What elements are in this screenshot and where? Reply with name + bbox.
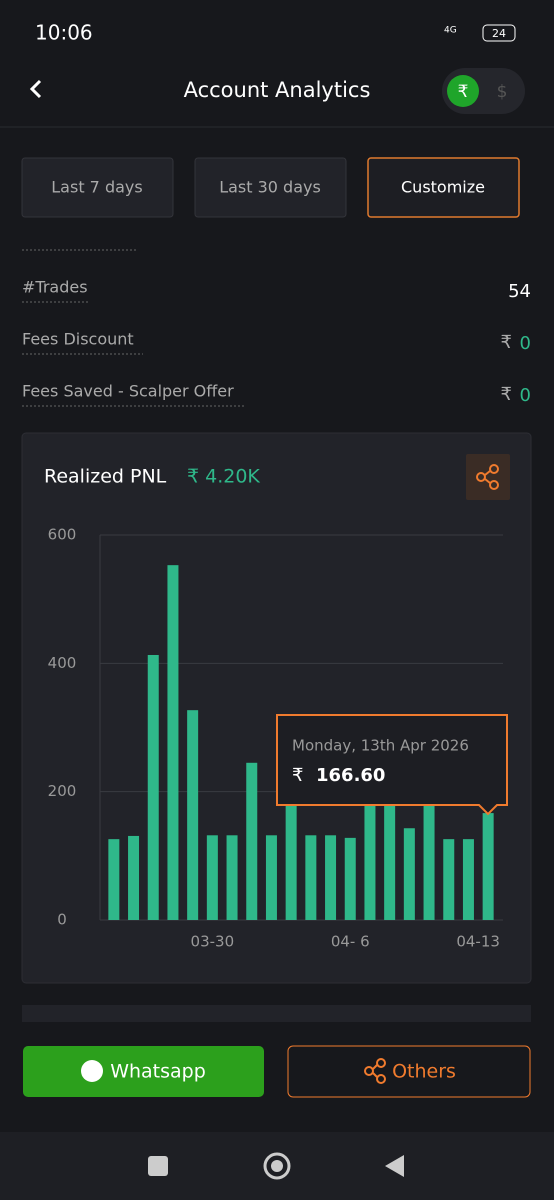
- button-label: Whatsapp: [110, 1061, 206, 1083]
- bar: [147, 654, 159, 920]
- tooltip: Monday, 13th Apr 2026 ₹ 166.60: [276, 714, 508, 816]
- clock: 10:06: [35, 21, 93, 45]
- stat-value: 0: [520, 385, 531, 406]
- filter-label: Last 7 days: [51, 178, 142, 197]
- bar: [344, 837, 356, 920]
- bar: [226, 835, 238, 920]
- bar: [403, 828, 415, 920]
- bar: [246, 762, 258, 920]
- y-tick-label: 0: [57, 911, 67, 929]
- battery: 24: [492, 27, 506, 40]
- whatsapp-icon: [81, 1060, 103, 1082]
- x-tick-label: 03-30: [191, 933, 235, 951]
- others-button[interactable]: [287, 1045, 531, 1098]
- plot: 0 200 400 600 03-30 04- 6 04-13 Monday, 13th A…: [48, 526, 508, 951]
- bar: [108, 839, 120, 920]
- button-label: Others: [392, 1061, 456, 1083]
- recent-button[interactable]: [148, 1156, 168, 1176]
- x-tick-label: 04-13: [456, 933, 500, 951]
- back-nav-button[interactable]: [385, 1155, 404, 1177]
- bar: [443, 839, 455, 920]
- battery-icon: [482, 24, 516, 42]
- stat-value: 0: [520, 333, 531, 354]
- stat-label: Fees Saved - Scalper Offer: [22, 382, 234, 401]
- filter-label: Customize: [401, 178, 485, 197]
- next-card: [22, 1005, 531, 1025]
- filter-button[interactable]: [21, 157, 174, 218]
- bar: [265, 835, 277, 920]
- filter-label: Last 30 days: [219, 178, 321, 197]
- filter-button[interactable]: [194, 157, 347, 218]
- network: 4G: [444, 26, 457, 36]
- bar: [305, 835, 317, 920]
- share-icon: [476, 464, 499, 490]
- tooltip-box: [276, 714, 508, 816]
- bar: [128, 835, 140, 920]
- stat-label: Fees Discount: [22, 330, 134, 349]
- home-dot: [271, 1160, 283, 1172]
- tooltip-date: Monday, 13th Apr 2026: [292, 737, 469, 755]
- rupee-option[interactable]: [447, 75, 479, 107]
- header-title: Account Analytics: [184, 78, 371, 102]
- stat-value: 54: [508, 281, 531, 302]
- bar: [384, 801, 396, 920]
- rupee-label: ₹: [458, 82, 469, 102]
- home-button[interactable]: [263, 1152, 291, 1180]
- bar: [187, 710, 199, 920]
- x-tick-label: 04- 6: [331, 933, 370, 951]
- filter-button-active[interactable]: [367, 157, 520, 218]
- bar: [167, 565, 179, 920]
- bar: [364, 801, 376, 920]
- chart-subtitle: ₹ 4.20K: [187, 466, 260, 488]
- share-button[interactable]: [466, 454, 510, 500]
- tooltip-value: 166.60: [316, 765, 385, 786]
- bar: [423, 801, 435, 920]
- bar: [206, 835, 218, 920]
- back-button[interactable]: [29, 79, 42, 99]
- stat-currency: ₹: [501, 384, 512, 405]
- dollar-label: $: [497, 82, 508, 102]
- tooltip-currency: ₹: [292, 765, 303, 786]
- bar: [285, 801, 297, 920]
- stat-label: #Trades: [22, 278, 88, 297]
- bar: [482, 813, 494, 920]
- stat-currency: ₹: [501, 332, 512, 353]
- y-tick-label: 600: [48, 526, 77, 544]
- bar: [462, 839, 474, 920]
- chart-title: Realized PNL: [44, 466, 167, 488]
- y-tick-label: 400: [48, 654, 77, 672]
- whatsapp-button[interactable]: [23, 1046, 264, 1097]
- bar: [325, 835, 337, 920]
- share-icon: [364, 1058, 386, 1084]
- y-tick-label: 200: [48, 782, 77, 800]
